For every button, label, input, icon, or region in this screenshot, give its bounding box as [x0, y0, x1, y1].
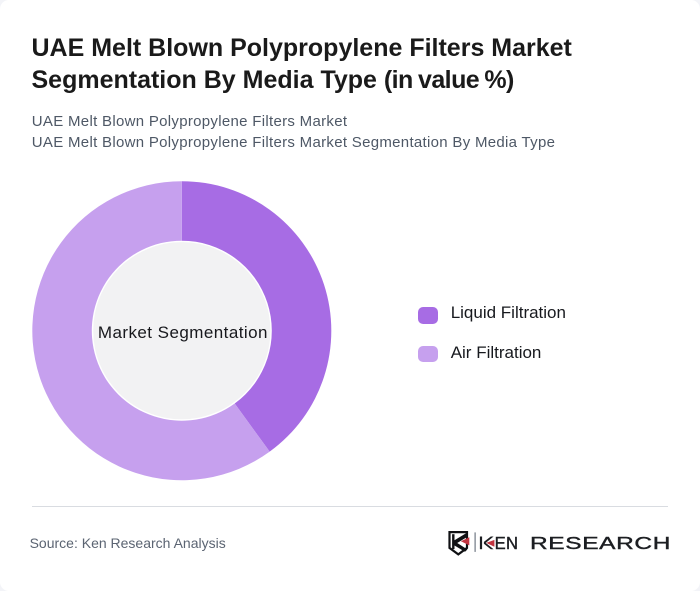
svg-text:EN: EN: [495, 534, 519, 553]
svg-text:Market Segmentation: Market Segmentation: [98, 323, 268, 342]
svg-text:RESEARCH: RESEARCH: [530, 534, 671, 554]
